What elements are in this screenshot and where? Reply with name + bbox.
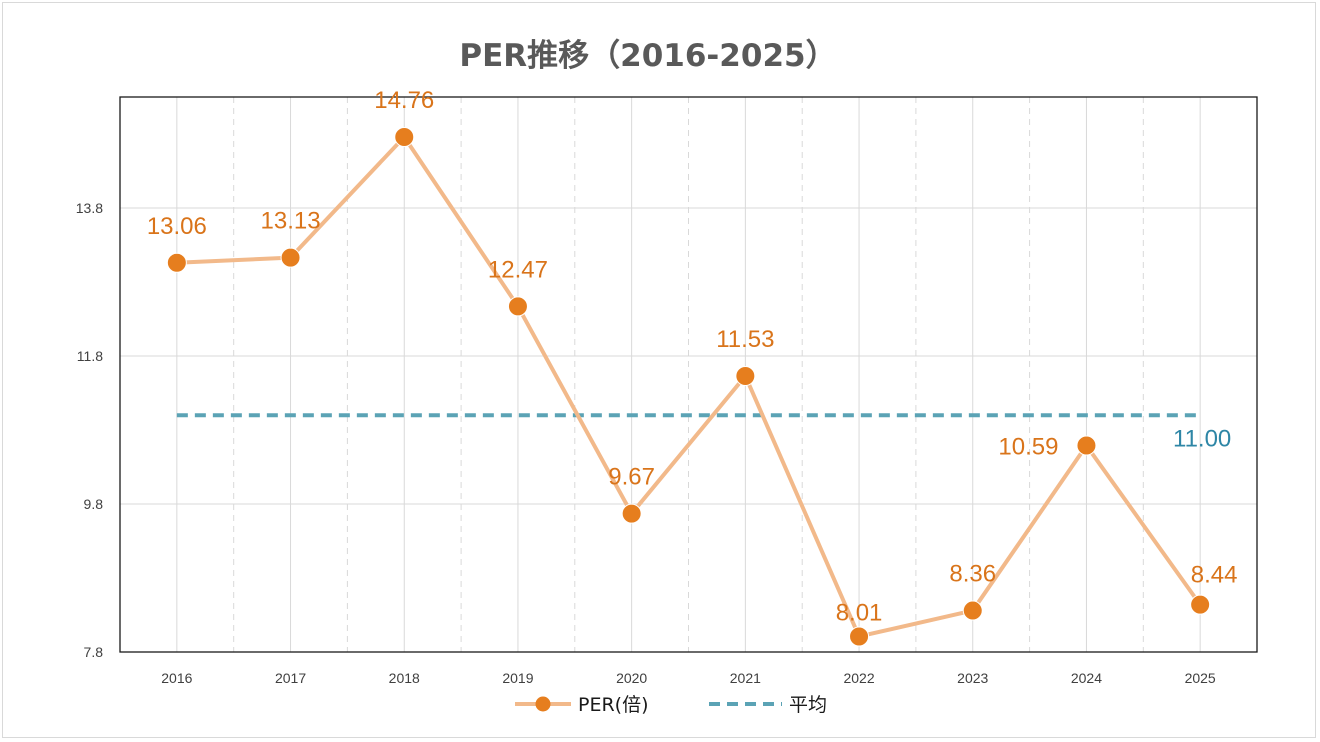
legend-avg-label: 平均 xyxy=(789,694,827,716)
per-line xyxy=(176,134,1202,639)
y-axis-ticks: 7.8 9.8 11.8 13.8 xyxy=(76,200,103,660)
grid xyxy=(120,97,1257,652)
x-tick-label: 2023 xyxy=(957,670,988,686)
data-label: 9.67 xyxy=(608,464,655,491)
legend-per-label: PER(倍) xyxy=(578,694,649,716)
x-tick-label: 2020 xyxy=(616,670,647,686)
plot-area xyxy=(119,96,1258,653)
y-tick-label: 7.8 xyxy=(84,644,104,660)
chart-title: PER推移（2016-2025） xyxy=(459,38,836,74)
x-tick-label: 2017 xyxy=(275,670,306,686)
data-label: 13.13 xyxy=(261,208,321,235)
x-tick-label: 2025 xyxy=(1185,670,1216,686)
data-label: 12.47 xyxy=(488,256,548,283)
per-point xyxy=(394,126,415,147)
average-value-label: 11.00 xyxy=(1173,425,1231,452)
x-tick-label: 2024 xyxy=(1071,670,1102,686)
x-tick-label: 2016 xyxy=(161,670,192,686)
per-point xyxy=(735,365,756,386)
data-label: 8.44 xyxy=(1191,562,1238,589)
data-labels: 13.06 13.13 14.76 12.47 9.67 11.53 8.01 8.36 10.… xyxy=(147,87,1238,627)
x-tick-label: 2022 xyxy=(843,670,874,686)
chart-svg: PER推移（2016-2025） 7.8 9.8 11.8 13.8 2016 2017… xyxy=(76,38,1258,716)
average-series: 11.00 xyxy=(176,413,1231,452)
data-label: 11.53 xyxy=(716,326,774,353)
x-tick-label: 2019 xyxy=(502,670,533,686)
per-series xyxy=(166,126,1211,647)
x-tick-label: 2021 xyxy=(730,670,761,686)
per-point xyxy=(1076,435,1097,456)
x-tick-label: 2018 xyxy=(389,670,420,686)
legend: PER(倍) 平均 xyxy=(515,694,827,716)
legend-per-marker xyxy=(535,696,551,712)
data-label: 10.59 xyxy=(998,434,1058,461)
data-label: 8.36 xyxy=(949,561,996,588)
per-point xyxy=(280,247,301,268)
per-point xyxy=(1190,594,1211,615)
per-point xyxy=(621,503,642,524)
data-label: 8.01 xyxy=(836,599,883,626)
per-point xyxy=(507,296,528,317)
y-tick-label: 9.8 xyxy=(84,496,104,512)
y-tick-label: 13.8 xyxy=(76,200,103,216)
x-axis-ticks: 2016 2017 2018 2019 2020 2021 2022 2023 2024 2025 xyxy=(161,670,1216,686)
per-point xyxy=(849,626,870,647)
y-tick-label: 11.8 xyxy=(77,348,103,364)
per-point xyxy=(166,252,187,273)
data-label: 14.76 xyxy=(374,87,434,114)
per-point xyxy=(962,600,983,621)
data-label: 13.06 xyxy=(147,213,207,240)
